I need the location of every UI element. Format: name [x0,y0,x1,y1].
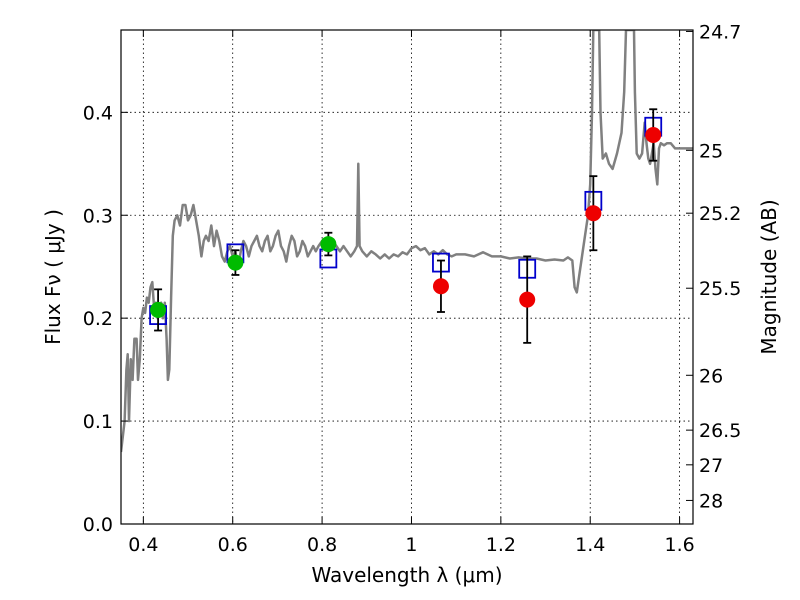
y2-tick-label: 26.5 [699,420,741,442]
y-tick-label: 0.0 [83,514,113,536]
y2-tick-label: 27 [699,455,723,477]
y-axis-ticks: 0.0 0.1 0.2 0.3 0.4 [83,102,128,536]
data-point [432,278,449,295]
data-point [519,291,536,308]
data-point [150,301,167,318]
y2-axis-title: Magnitude (AB) [757,199,781,354]
data-point [320,236,337,253]
x-tick-label: 0.8 [307,534,337,556]
plot-frame [120,29,694,525]
x-axis-title: Wavelength λ (μm) [311,563,502,587]
x-tick-label: 1.4 [575,534,605,556]
y2-axis-ticks: 24.7 25 25.2 25.5 26 26.5 27 28 [686,21,741,512]
y2-tick-label: 25.2 [699,203,741,225]
data-point-series [150,126,662,318]
y2-tick-label: 25.5 [699,278,741,300]
y-tick-label: 0.1 [83,411,113,433]
y-tick-label: 0.4 [83,102,113,124]
y-axis-title: Flux Fν ( μJy ) [41,209,65,345]
plot-area [121,30,693,453]
y-tick-label: 0.3 [83,205,113,227]
data-point [645,126,662,143]
y2-tick-label: 24.7 [699,21,741,43]
y2-tick-label: 28 [699,490,723,512]
x-tick-label: 0.4 [128,534,158,556]
x-axis-ticks: 0.4 0.6 0.8 1 1.2 1.4 1.6 [128,30,695,556]
x-tick-label: 0.6 [218,534,248,556]
data-point [227,254,244,271]
y-tick-label: 0.2 [83,308,113,330]
data-point [585,205,602,222]
x-tick-label: 1.2 [486,534,516,556]
x-tick-label: 1 [405,534,417,556]
y2-tick-label: 25 [699,140,723,162]
x-tick-label: 1.6 [664,534,694,556]
y2-tick-label: 26 [699,365,723,387]
